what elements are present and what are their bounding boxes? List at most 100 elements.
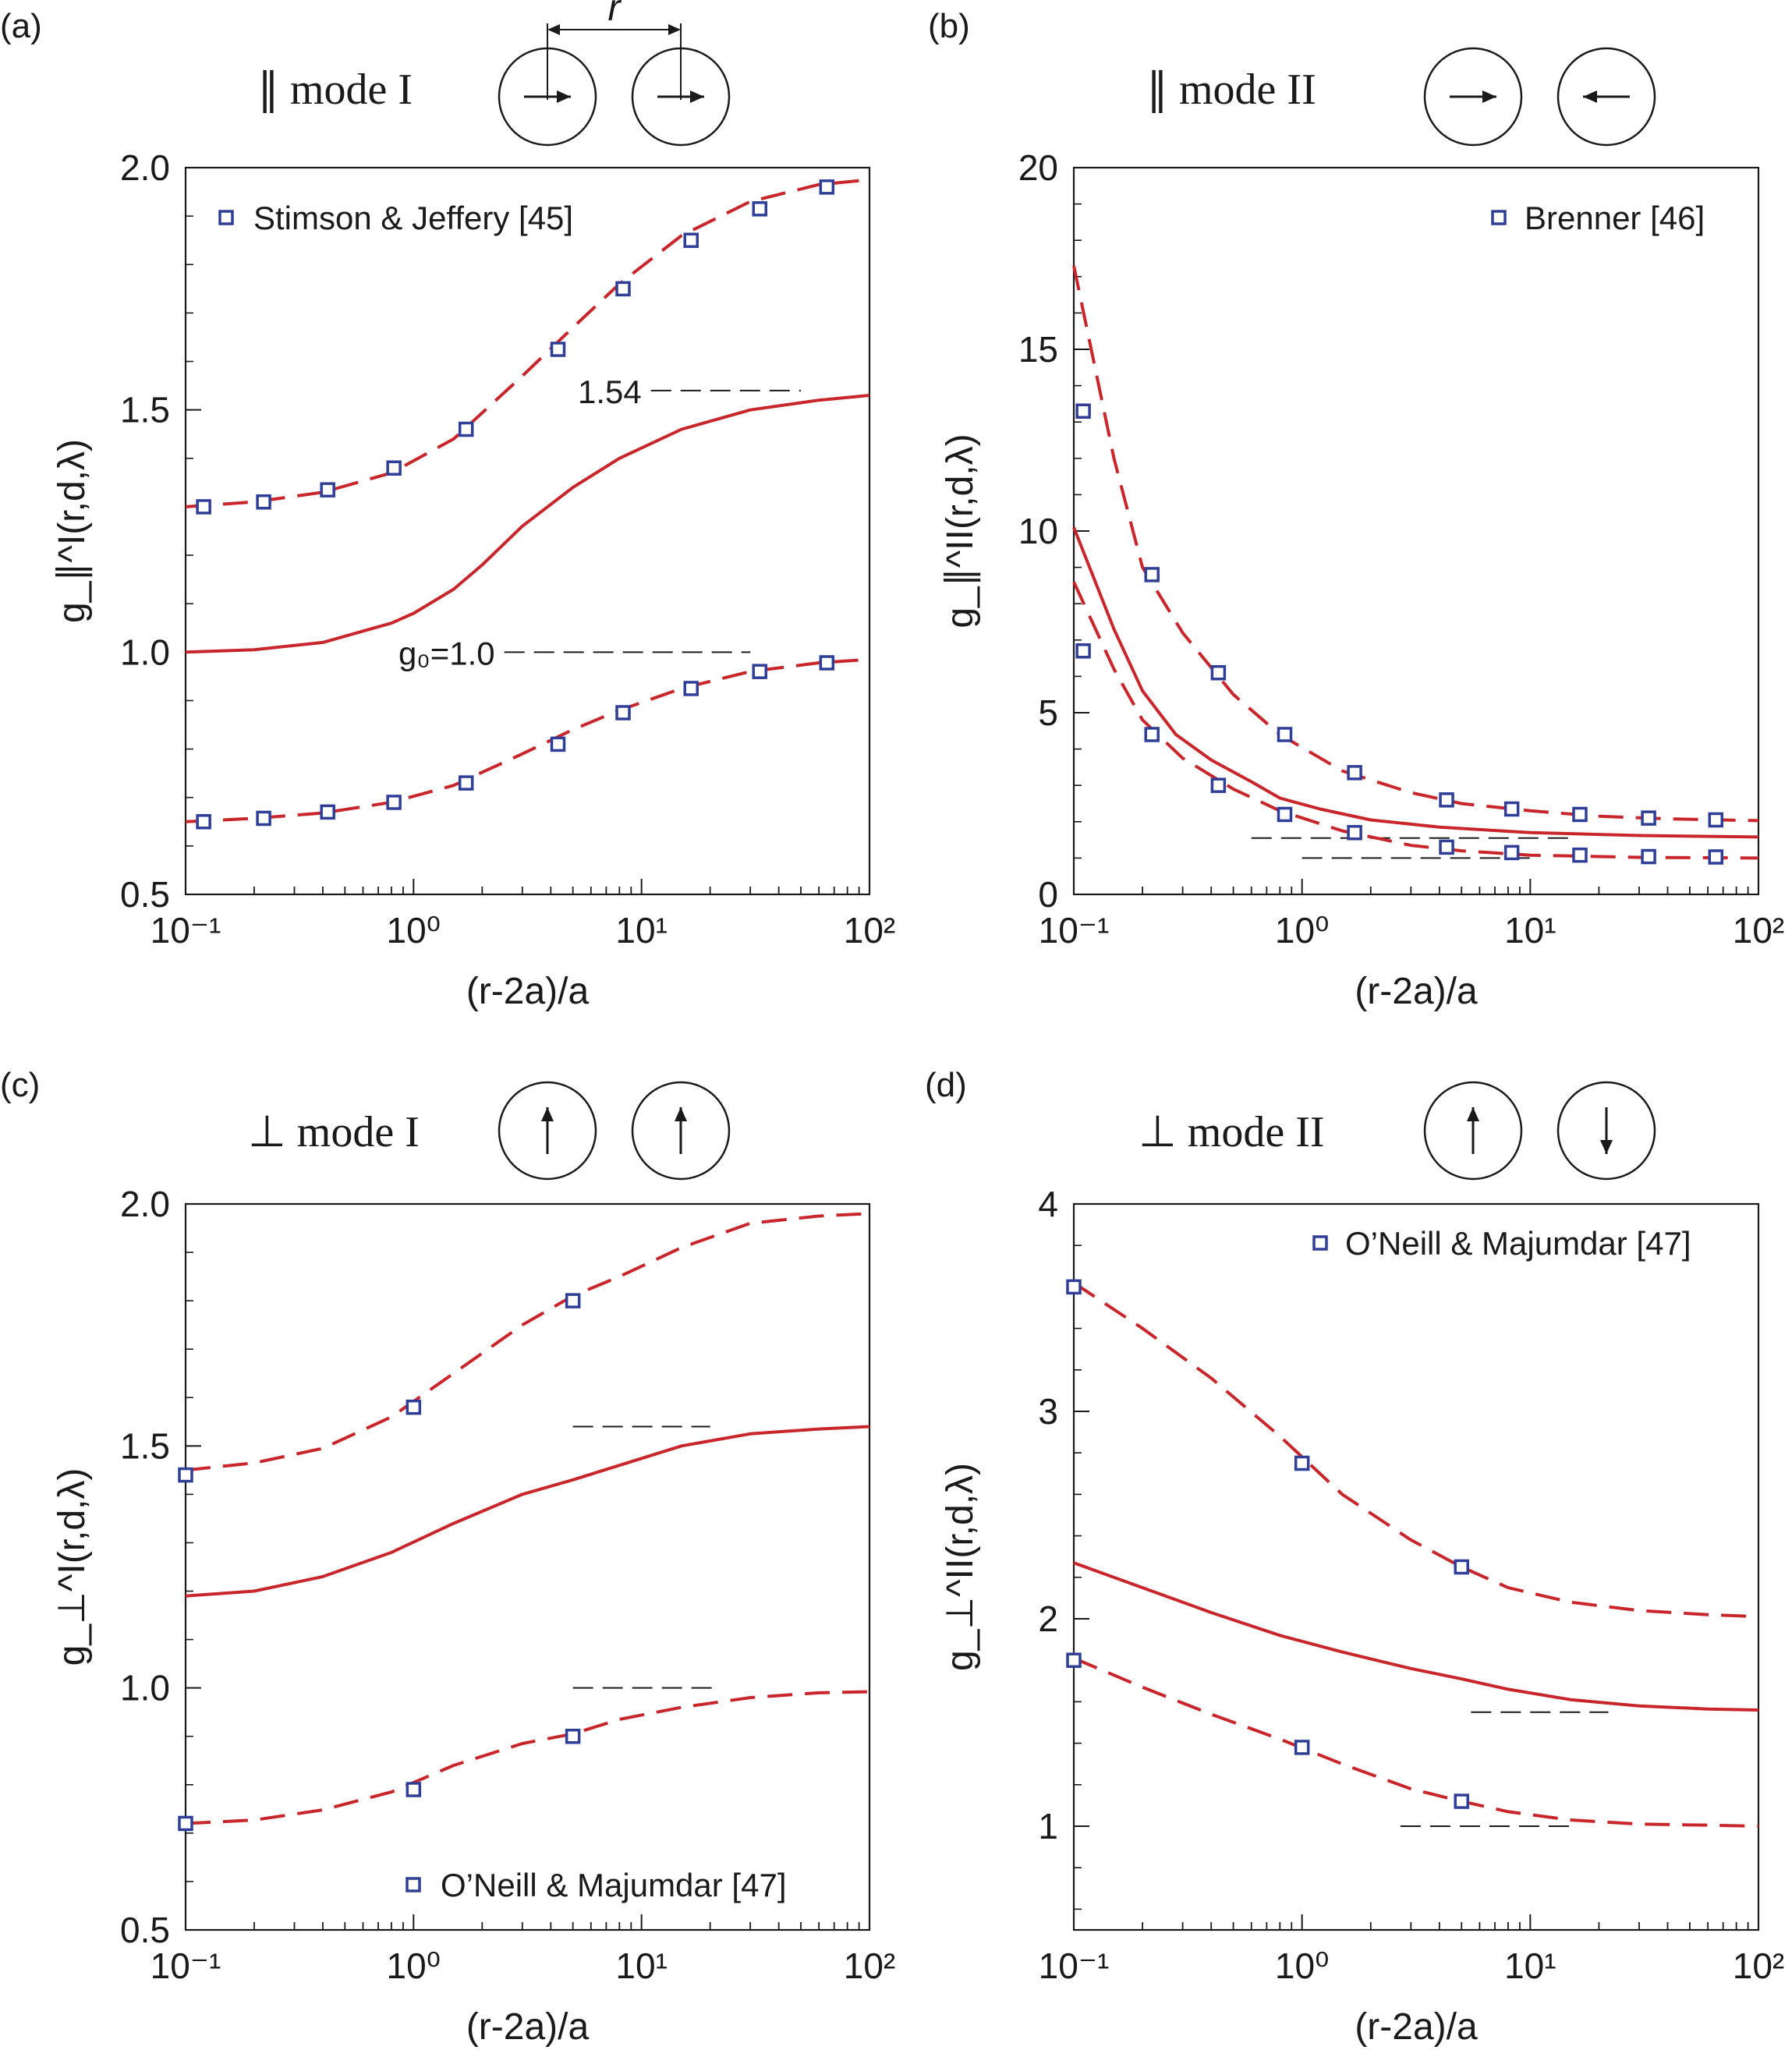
legend-label: Brenner [46] xyxy=(1525,200,1705,236)
curve-middle xyxy=(185,394,870,654)
y-tick-label: 1 xyxy=(1038,1806,1058,1846)
panel-b: (b) ∥ mode II 10⁻¹ 10⁰ 10¹ 10² 0 5 10 15 20 (r-2a… xyxy=(928,7,1784,1012)
data-marker xyxy=(1075,643,1091,659)
data-marker xyxy=(819,655,835,671)
y-tick-label: 10 xyxy=(1018,511,1058,551)
data-marker xyxy=(565,1728,581,1744)
y-tick-label: 2.0 xyxy=(120,1184,170,1224)
x-tick-label: 10⁻¹ xyxy=(1039,910,1110,951)
data-marker xyxy=(1210,777,1227,793)
legend-label: O’Neill & Majumdar [47] xyxy=(1345,1225,1691,1262)
curve-middle xyxy=(185,1425,870,1598)
data-marker xyxy=(458,421,474,437)
x-tick-label: 10¹ xyxy=(615,910,667,951)
y-tick-label: 2 xyxy=(1038,1599,1058,1639)
dimension-arrowhead xyxy=(547,24,560,35)
panel-label: (a) xyxy=(0,7,42,45)
data-marker xyxy=(1439,792,1454,808)
curve-middle xyxy=(1073,1561,1759,1712)
data-marker xyxy=(1075,403,1091,419)
y-axis-label: g_∥^I(r,d,λ) xyxy=(51,439,93,623)
x-tick-label: 10⁻¹ xyxy=(151,910,221,951)
data-marker xyxy=(320,804,335,820)
panel-title: ⊥ mode I xyxy=(248,1108,420,1156)
y-tick-label: 3 xyxy=(1038,1391,1058,1432)
sphere-icon xyxy=(1556,47,1656,147)
data-marker xyxy=(1347,765,1362,781)
data-marker xyxy=(565,1293,581,1308)
arrow-head xyxy=(541,1107,554,1121)
legend-marker xyxy=(1491,210,1507,225)
x-tick-label: 10⁻¹ xyxy=(151,1946,221,1986)
y-tick-label: 15 xyxy=(1018,329,1058,370)
legend-marker xyxy=(218,210,234,225)
curve-upper xyxy=(1072,265,1759,823)
y-tick-label: 1.5 xyxy=(120,1425,170,1466)
data-marker xyxy=(1294,1740,1310,1755)
reference-level-label: g₀=1.0 xyxy=(398,635,495,671)
panel-label: (b) xyxy=(928,7,970,45)
y-tick-label: 1.5 xyxy=(120,390,170,430)
data-marker xyxy=(1572,806,1588,823)
arrow-head xyxy=(1583,90,1597,103)
data-marker xyxy=(683,232,699,248)
x-tick-label: 10⁰ xyxy=(387,1946,441,1986)
curve-lower xyxy=(1073,1656,1759,1828)
x-axis-label: (r-2a)/a xyxy=(466,2006,590,2048)
y-tick-label: 2.0 xyxy=(120,147,170,188)
arrow-head xyxy=(675,1107,687,1121)
arrow-head xyxy=(690,90,704,103)
data-marker xyxy=(1708,812,1723,828)
data-marker xyxy=(1641,810,1656,826)
data-marker xyxy=(1572,847,1588,863)
panel-label: (d) xyxy=(925,1066,967,1104)
data-marker xyxy=(1454,1559,1469,1575)
data-marker xyxy=(386,460,402,476)
data-marker xyxy=(1503,844,1520,861)
data-marker xyxy=(1454,1793,1469,1809)
y-tick-label: 0 xyxy=(1038,874,1058,915)
plot-frame xyxy=(1072,166,1760,896)
x-tick-label: 10¹ xyxy=(615,1946,667,1986)
legend-label: Stimson & Jeffery [45] xyxy=(253,200,573,236)
data-marker xyxy=(178,1815,193,1832)
panel-title: ∥ mode I xyxy=(257,66,413,114)
curve-lower xyxy=(185,1690,870,1825)
data-marker xyxy=(615,281,631,297)
data-marker xyxy=(458,775,474,791)
data-marker xyxy=(752,201,767,217)
curve-lower xyxy=(1072,581,1759,860)
data-marker xyxy=(550,342,566,357)
sphere-icon xyxy=(1423,1081,1523,1181)
y-tick-label: 4 xyxy=(1038,1184,1058,1224)
x-tick-label: 10¹ xyxy=(1504,910,1556,951)
arrow-head xyxy=(557,90,571,103)
y-tick-label: 1.0 xyxy=(120,1668,170,1708)
data-marker xyxy=(1144,727,1160,742)
plot-frame xyxy=(184,166,871,896)
y-tick-label: 0.5 xyxy=(120,1910,170,1950)
reference-level-label: 1.54 xyxy=(578,374,642,410)
x-tick-label: 10² xyxy=(844,910,895,951)
separation-label: r xyxy=(608,0,622,29)
curve-upper xyxy=(185,178,870,508)
data-marker xyxy=(1277,806,1293,823)
data-marker xyxy=(752,664,767,679)
sphere-icon xyxy=(498,1081,597,1181)
data-marker xyxy=(256,494,271,510)
y-tick-label: 0.5 xyxy=(120,874,170,915)
data-marker xyxy=(1503,801,1520,817)
data-marker xyxy=(819,179,835,195)
data-marker xyxy=(1294,1455,1310,1471)
data-marker xyxy=(196,499,211,515)
data-marker xyxy=(320,482,335,497)
data-marker xyxy=(1277,727,1293,742)
x-axis-label: (r-2a)/a xyxy=(466,971,590,1012)
legend-label: O’Neill & Majumdar [47] xyxy=(441,1867,786,1903)
y-tick-label: 5 xyxy=(1038,692,1058,733)
data-marker xyxy=(196,814,211,830)
data-marker xyxy=(550,736,566,752)
data-marker xyxy=(683,681,699,696)
curve-lower xyxy=(185,657,870,823)
